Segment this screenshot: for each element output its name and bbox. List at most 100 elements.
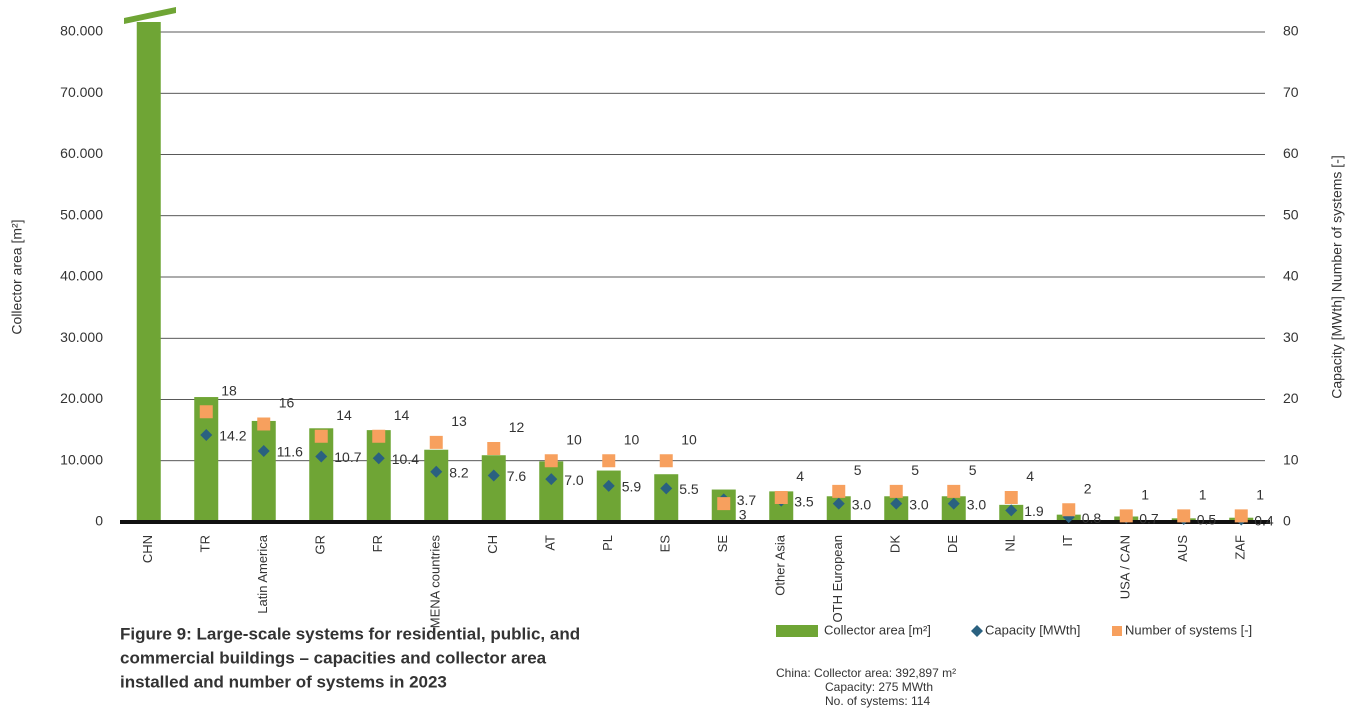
legend: Collector area [m²] Capacity [MWth] Number…	[776, 622, 1252, 637]
x-tick-label: Latin America	[255, 534, 270, 614]
systems-marker	[544, 454, 558, 468]
data-label: 0.4	[1254, 512, 1274, 528]
data-label: 1.9	[1024, 503, 1044, 519]
x-tick-label: MENA countries	[428, 535, 443, 629]
x-tick-label: CHN	[140, 535, 155, 563]
x-tick-label: IT	[1060, 535, 1075, 547]
bar	[424, 449, 449, 522]
legend-label: Capacity [MWth]	[985, 622, 1080, 637]
y2-tick-label: 30	[1283, 329, 1299, 345]
y2-tick-label: 50	[1283, 206, 1299, 222]
y-tick-label: 70.000	[60, 84, 103, 100]
bar	[251, 420, 276, 522]
data-label: 1	[1256, 487, 1264, 503]
caption-line: installed and number of systems in 2023	[120, 672, 447, 691]
bars	[136, 22, 1254, 522]
y2-tick-label: 20	[1283, 390, 1299, 406]
x-tick-label: PL	[600, 535, 615, 551]
capacity-marker	[832, 497, 845, 510]
data-label: 0.5	[1197, 512, 1217, 528]
legend-swatch	[971, 625, 983, 637]
systems-marker	[1119, 509, 1133, 523]
capacity-marker	[315, 450, 328, 463]
y2-tick-label: 10	[1283, 451, 1299, 467]
x-tick-label: DE	[945, 535, 960, 553]
capacity-marker	[372, 452, 385, 465]
y2-tick-label: 80	[1283, 23, 1299, 39]
bar	[539, 461, 564, 522]
systems-marker	[717, 497, 731, 511]
capacity-marker	[660, 482, 673, 495]
capacity-marker	[890, 497, 903, 510]
legend-swatch	[1112, 626, 1122, 636]
x-tick-label: Other Asia	[773, 534, 788, 595]
data-label: 10	[566, 431, 582, 447]
y-tick-label: 80.000	[60, 23, 103, 39]
systems-marker	[429, 435, 443, 449]
data-label: 8.2	[449, 464, 469, 480]
capacity-marker	[602, 479, 615, 492]
data-label: 3.0	[967, 496, 987, 512]
note-line: China: Collector area: 392,897 m²	[776, 666, 956, 680]
note-line: Capacity: 275 MWth	[825, 680, 933, 694]
bar	[654, 474, 679, 522]
data-label: 0.8	[1082, 510, 1102, 526]
note-line: No. of systems: 114	[825, 694, 930, 708]
x-tick-label: OTH European	[830, 535, 845, 622]
data-label: 5	[911, 462, 919, 478]
data-label: 3.7	[737, 492, 757, 508]
legend-label: Collector area [m²]	[824, 622, 931, 637]
systems-marker	[1234, 509, 1248, 523]
data-label: 4	[1026, 468, 1034, 484]
data-label: 10.4	[392, 451, 419, 467]
systems-marker	[257, 417, 271, 431]
data-label: 5.9	[622, 479, 642, 495]
y-axis-label: Collector area [m²]	[9, 219, 25, 334]
capacity-marker	[200, 429, 213, 442]
y-tick-label: 10.000	[60, 451, 103, 467]
data-label: 3.0	[909, 496, 929, 512]
systems-marker	[372, 429, 386, 443]
data-label: 0.7	[1139, 510, 1159, 526]
systems-marker	[774, 491, 788, 504]
data-label: 3.0	[852, 496, 872, 512]
systems-marker	[832, 484, 846, 498]
caption-line: Figure 9: Large-scale systems for reside…	[120, 624, 580, 643]
systems-marker	[602, 454, 616, 468]
x-tick-label: NL	[1003, 535, 1018, 552]
y2-tick-label: 40	[1283, 268, 1299, 284]
y2-tick-label: 70	[1283, 84, 1299, 100]
data-label: 16	[279, 395, 295, 411]
capacity-marker	[257, 444, 270, 457]
data-label: 5.5	[679, 481, 699, 497]
systems-marker	[314, 429, 328, 443]
x-tick-label: TR	[198, 535, 213, 552]
x-tick-label: USA / CAN	[1118, 535, 1133, 599]
y2-tick-label: 0	[1283, 513, 1291, 529]
x-tick-label: AUS	[1175, 535, 1190, 562]
y-tick-label: 0	[95, 513, 103, 529]
capacity-marker	[545, 473, 558, 486]
capacity-marker	[947, 497, 960, 510]
data-label: 5	[969, 462, 977, 478]
bar	[309, 428, 334, 522]
y-tick-label: 20.000	[60, 390, 103, 406]
caption: Figure 9: Large-scale systems for reside…	[120, 624, 580, 691]
data-label: 7.0	[564, 472, 584, 488]
systems-marker	[1177, 509, 1191, 523]
data-label: 13	[451, 413, 467, 429]
systems-marker	[1004, 491, 1018, 504]
x-tick-label: ES	[658, 535, 673, 553]
y-tick-label: 40.000	[60, 268, 103, 284]
axis-break	[124, 7, 176, 24]
legend-swatch	[776, 625, 818, 637]
data-label: 10.7	[334, 449, 361, 465]
x-tick-label: ZAF	[1233, 535, 1248, 560]
y2-tick-label: 60	[1283, 145, 1299, 161]
x-tick-label: SE	[715, 535, 730, 553]
x-tick-label: AT	[543, 535, 558, 551]
data-label: 12	[509, 419, 525, 435]
systems-marker	[659, 454, 673, 468]
systems-marker	[199, 405, 213, 419]
